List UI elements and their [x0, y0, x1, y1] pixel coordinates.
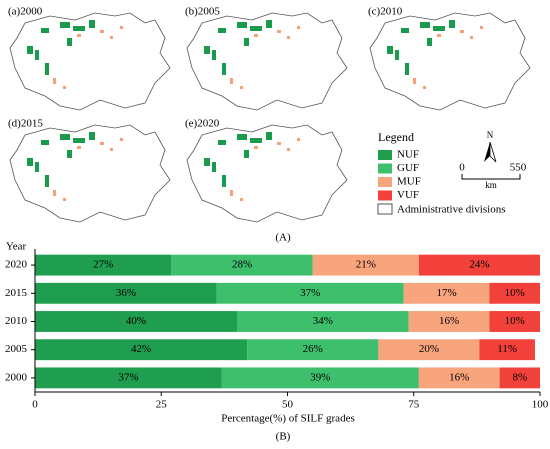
data-label: 20%	[419, 343, 439, 355]
x-axis-title: Percentage(%) of SILF grades	[221, 413, 354, 425]
bar-segment	[378, 339, 480, 361]
bar-segment	[247, 339, 379, 361]
x-tick-label: 0	[32, 399, 38, 411]
panel-label: (e)2020	[185, 118, 220, 130]
scale-bar	[461, 174, 521, 180]
panel-label: (d)2015	[8, 118, 43, 130]
data-label: 21%	[356, 259, 376, 271]
legend-label: VUF	[397, 189, 419, 201]
data-label: 8%	[512, 371, 527, 383]
north-label: N	[487, 130, 494, 140]
legend-label: GUF	[397, 162, 419, 174]
bar-segment	[221, 367, 419, 389]
data-label: 39%	[310, 371, 330, 383]
data-label: 10%	[505, 287, 525, 299]
bar-segment	[171, 254, 313, 276]
x-tick-label: 100	[532, 399, 549, 411]
bar-segment	[35, 282, 217, 304]
data-label: 28%	[232, 259, 252, 271]
x-tick-label: 25	[156, 399, 168, 411]
bar-segment	[499, 367, 540, 389]
bar-segment	[418, 254, 540, 276]
map-legend: Legend Administrative divisions N 0 550 …	[377, 130, 527, 216]
y-tick-label: 2000	[5, 371, 28, 383]
y-tick-label: 2005	[5, 343, 28, 355]
y-axis-title: Year	[6, 241, 27, 253]
legend-label: Administrative divisions	[397, 204, 505, 216]
panel-label: (a)2000	[8, 6, 43, 18]
data-label: 16%	[439, 315, 459, 327]
map	[9, 12, 171, 111]
legend-title: Legend	[378, 130, 414, 144]
scale-unit: km	[485, 180, 497, 190]
bar-segment	[35, 254, 172, 276]
north-arrow	[489, 141, 497, 163]
bar-segment	[403, 282, 490, 304]
data-label: 10%	[505, 315, 525, 327]
data-label: 17%	[436, 287, 456, 299]
data-label: 11%	[497, 343, 517, 355]
data-label: 16%	[449, 371, 469, 383]
data-label: 34%	[313, 315, 333, 327]
y-tick-label: 2015	[5, 287, 28, 299]
bar-segment	[35, 311, 237, 332]
bar-segment	[216, 282, 404, 304]
panel-label: (c)2010	[368, 6, 403, 18]
y-tick-label: 2020	[5, 259, 28, 271]
north-arrow	[484, 142, 490, 162]
bar-segment	[489, 282, 540, 304]
bar-segment	[312, 254, 419, 276]
legend-swatch	[378, 150, 392, 160]
bar-segment	[35, 367, 222, 389]
x-tick-label: 50	[282, 399, 294, 411]
legend-label: NUF	[397, 149, 419, 161]
legend-swatch	[378, 163, 392, 174]
legend-label: MUF	[397, 176, 421, 188]
bar-segment	[408, 311, 490, 332]
bar-segment	[418, 367, 500, 389]
bar-segment	[479, 339, 535, 361]
panel-label: (b)2005	[185, 6, 220, 18]
data-label: 26%	[303, 343, 323, 355]
data-label: 37%	[118, 371, 138, 383]
map	[186, 124, 348, 223]
bar-segment	[237, 311, 409, 332]
map-panels: (a)2000 (b)2005 (c)2010 (d)2015 (e)2020	[8, 6, 531, 223]
caption: (B)	[276, 431, 291, 443]
legend-swatch	[377, 203, 393, 215]
legend-swatch	[378, 177, 392, 187]
data-label: 37%	[300, 287, 320, 299]
caption: (A)	[275, 232, 291, 244]
bar-segment	[35, 339, 248, 361]
scale-label: 0	[459, 162, 465, 174]
map	[9, 124, 171, 223]
legend-swatch	[378, 190, 392, 201]
map	[186, 12, 348, 111]
map	[369, 12, 531, 111]
data-label: 40%	[126, 315, 146, 327]
x-tick-label: 75	[408, 399, 420, 411]
bar-segment	[489, 311, 540, 332]
data-label: 36%	[116, 287, 136, 299]
data-label: 27%	[93, 259, 113, 271]
y-tick-label: 2010	[5, 315, 28, 327]
data-label: 24%	[469, 259, 489, 271]
scale-label: 550	[510, 162, 527, 174]
data-label: 42%	[131, 343, 151, 355]
